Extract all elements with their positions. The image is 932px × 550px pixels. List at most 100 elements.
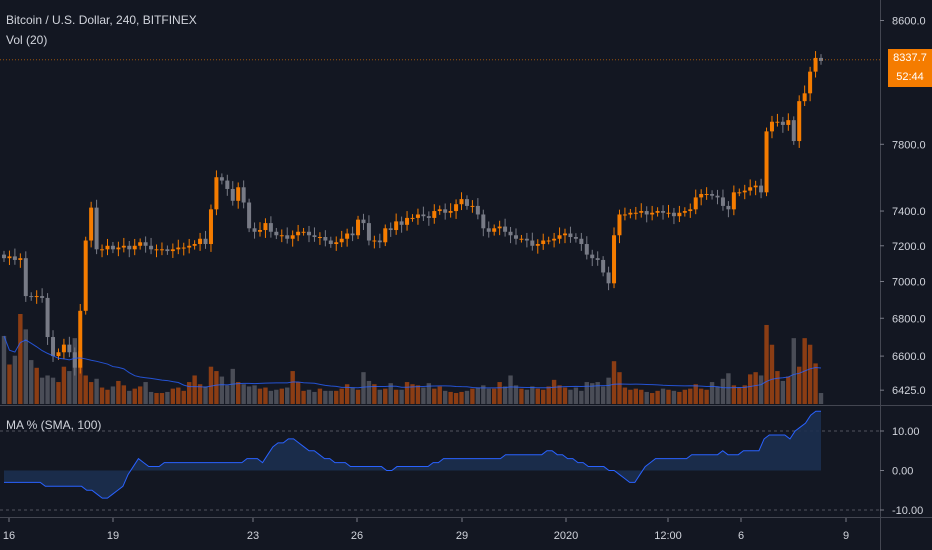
candle-body: [121, 245, 126, 248]
volume-bar: [475, 387, 481, 404]
volume-bar: [181, 390, 186, 404]
volume-bar: [715, 386, 720, 404]
candle-body: [377, 240, 382, 243]
volume-bar: [306, 389, 312, 404]
volume-bar: [252, 385, 257, 404]
candle-body: [720, 197, 725, 206]
candle-body: [366, 223, 371, 241]
candle-body: [513, 235, 518, 239]
candle-body: [644, 211, 649, 215]
volume-bar: [18, 314, 23, 404]
volume-bar: [720, 378, 726, 404]
volume-bar: [127, 390, 132, 404]
candle-body: [786, 120, 791, 125]
time-tick-label: 2020: [554, 530, 578, 542]
volume-bar: [606, 377, 611, 404]
candle-body: [454, 204, 459, 212]
volume-bar: [268, 390, 274, 404]
volume-bar: [143, 382, 148, 404]
volume-bar: [404, 382, 410, 404]
volume-bar: [366, 380, 372, 404]
candle-body: [198, 238, 203, 245]
candle-body: [7, 256, 12, 259]
candle-body: [388, 228, 393, 231]
volume-bar: [502, 386, 508, 404]
volume-bar: [236, 382, 241, 404]
candle-body: [34, 296, 39, 298]
candle-body: [437, 209, 442, 212]
volume-bar: [45, 375, 50, 404]
candle-body: [552, 238, 557, 241]
volume-bar: [459, 391, 464, 404]
volume-bar: [519, 388, 524, 404]
candle-body: [279, 235, 284, 237]
price-tick-label: 8600.0: [892, 16, 926, 28]
candle-body: [372, 240, 377, 242]
volume-bar: [317, 388, 323, 404]
volume-bar: [116, 380, 121, 404]
volume-bar: [263, 387, 268, 404]
volume-bar: [295, 382, 301, 404]
volume-bar: [590, 383, 595, 404]
volume-bar: [1, 335, 7, 404]
candle-body: [290, 235, 295, 239]
volume-bar: [257, 388, 263, 404]
volume-bar: [769, 344, 775, 404]
volume-bar: [12, 355, 18, 404]
volume-bar: [622, 387, 628, 404]
candle-body: [688, 209, 693, 212]
volume-bar: [383, 388, 388, 404]
candle-body: [481, 214, 486, 229]
volume-bar: [29, 360, 34, 404]
candle-body: [802, 93, 807, 102]
candle-body: [759, 185, 764, 193]
indicator-tick-label: 0.00: [892, 466, 913, 478]
candle-body: [764, 131, 769, 193]
candle-body: [530, 240, 535, 246]
candle-body: [715, 195, 720, 198]
volume-legend: Vol (20): [6, 33, 48, 47]
volume-bar: [328, 390, 333, 404]
candle-body: [590, 254, 595, 259]
volume-bar: [121, 385, 127, 404]
volume-bar: [671, 390, 677, 404]
volume-bar: [639, 389, 644, 404]
volume-bar: [557, 385, 562, 404]
volume-bar: [807, 344, 813, 404]
volume-bar: [148, 391, 154, 404]
candle-body: [470, 205, 475, 207]
candle-body: [612, 235, 617, 284]
time-tick-label: 6: [738, 530, 744, 542]
volume-bar: [573, 387, 579, 404]
candle-body: [132, 245, 137, 250]
volume-bar: [709, 382, 715, 404]
candle-body: [165, 249, 170, 252]
candle-body: [775, 121, 780, 123]
candle-body: [181, 247, 186, 249]
volume-bar: [481, 385, 486, 404]
candle-body: [219, 177, 224, 181]
volume-bar: [579, 390, 584, 404]
volume-bar: [159, 393, 165, 404]
candle-body: [541, 240, 546, 245]
volume-bar: [758, 375, 764, 404]
volume-bar: [813, 363, 818, 404]
candle-body: [475, 205, 480, 215]
volume-bar: [361, 372, 366, 404]
volume-bar: [279, 388, 284, 404]
candle-body: [345, 233, 350, 239]
candle-body: [285, 235, 290, 239]
candle-body: [661, 211, 666, 213]
candle-body: [356, 219, 361, 236]
volume-bar: [453, 393, 459, 404]
candle-body: [328, 240, 333, 245]
symbol-title: Bitcoin / U.S. Dollar, 240, BITFINEX: [6, 13, 197, 27]
volume-bar: [110, 386, 116, 404]
volume-bar: [655, 390, 660, 404]
volume-bar: [818, 393, 824, 404]
candle-body: [149, 245, 154, 250]
volume-bar: [219, 376, 225, 404]
volume-bar: [649, 393, 655, 404]
volume-bar: [562, 387, 568, 404]
